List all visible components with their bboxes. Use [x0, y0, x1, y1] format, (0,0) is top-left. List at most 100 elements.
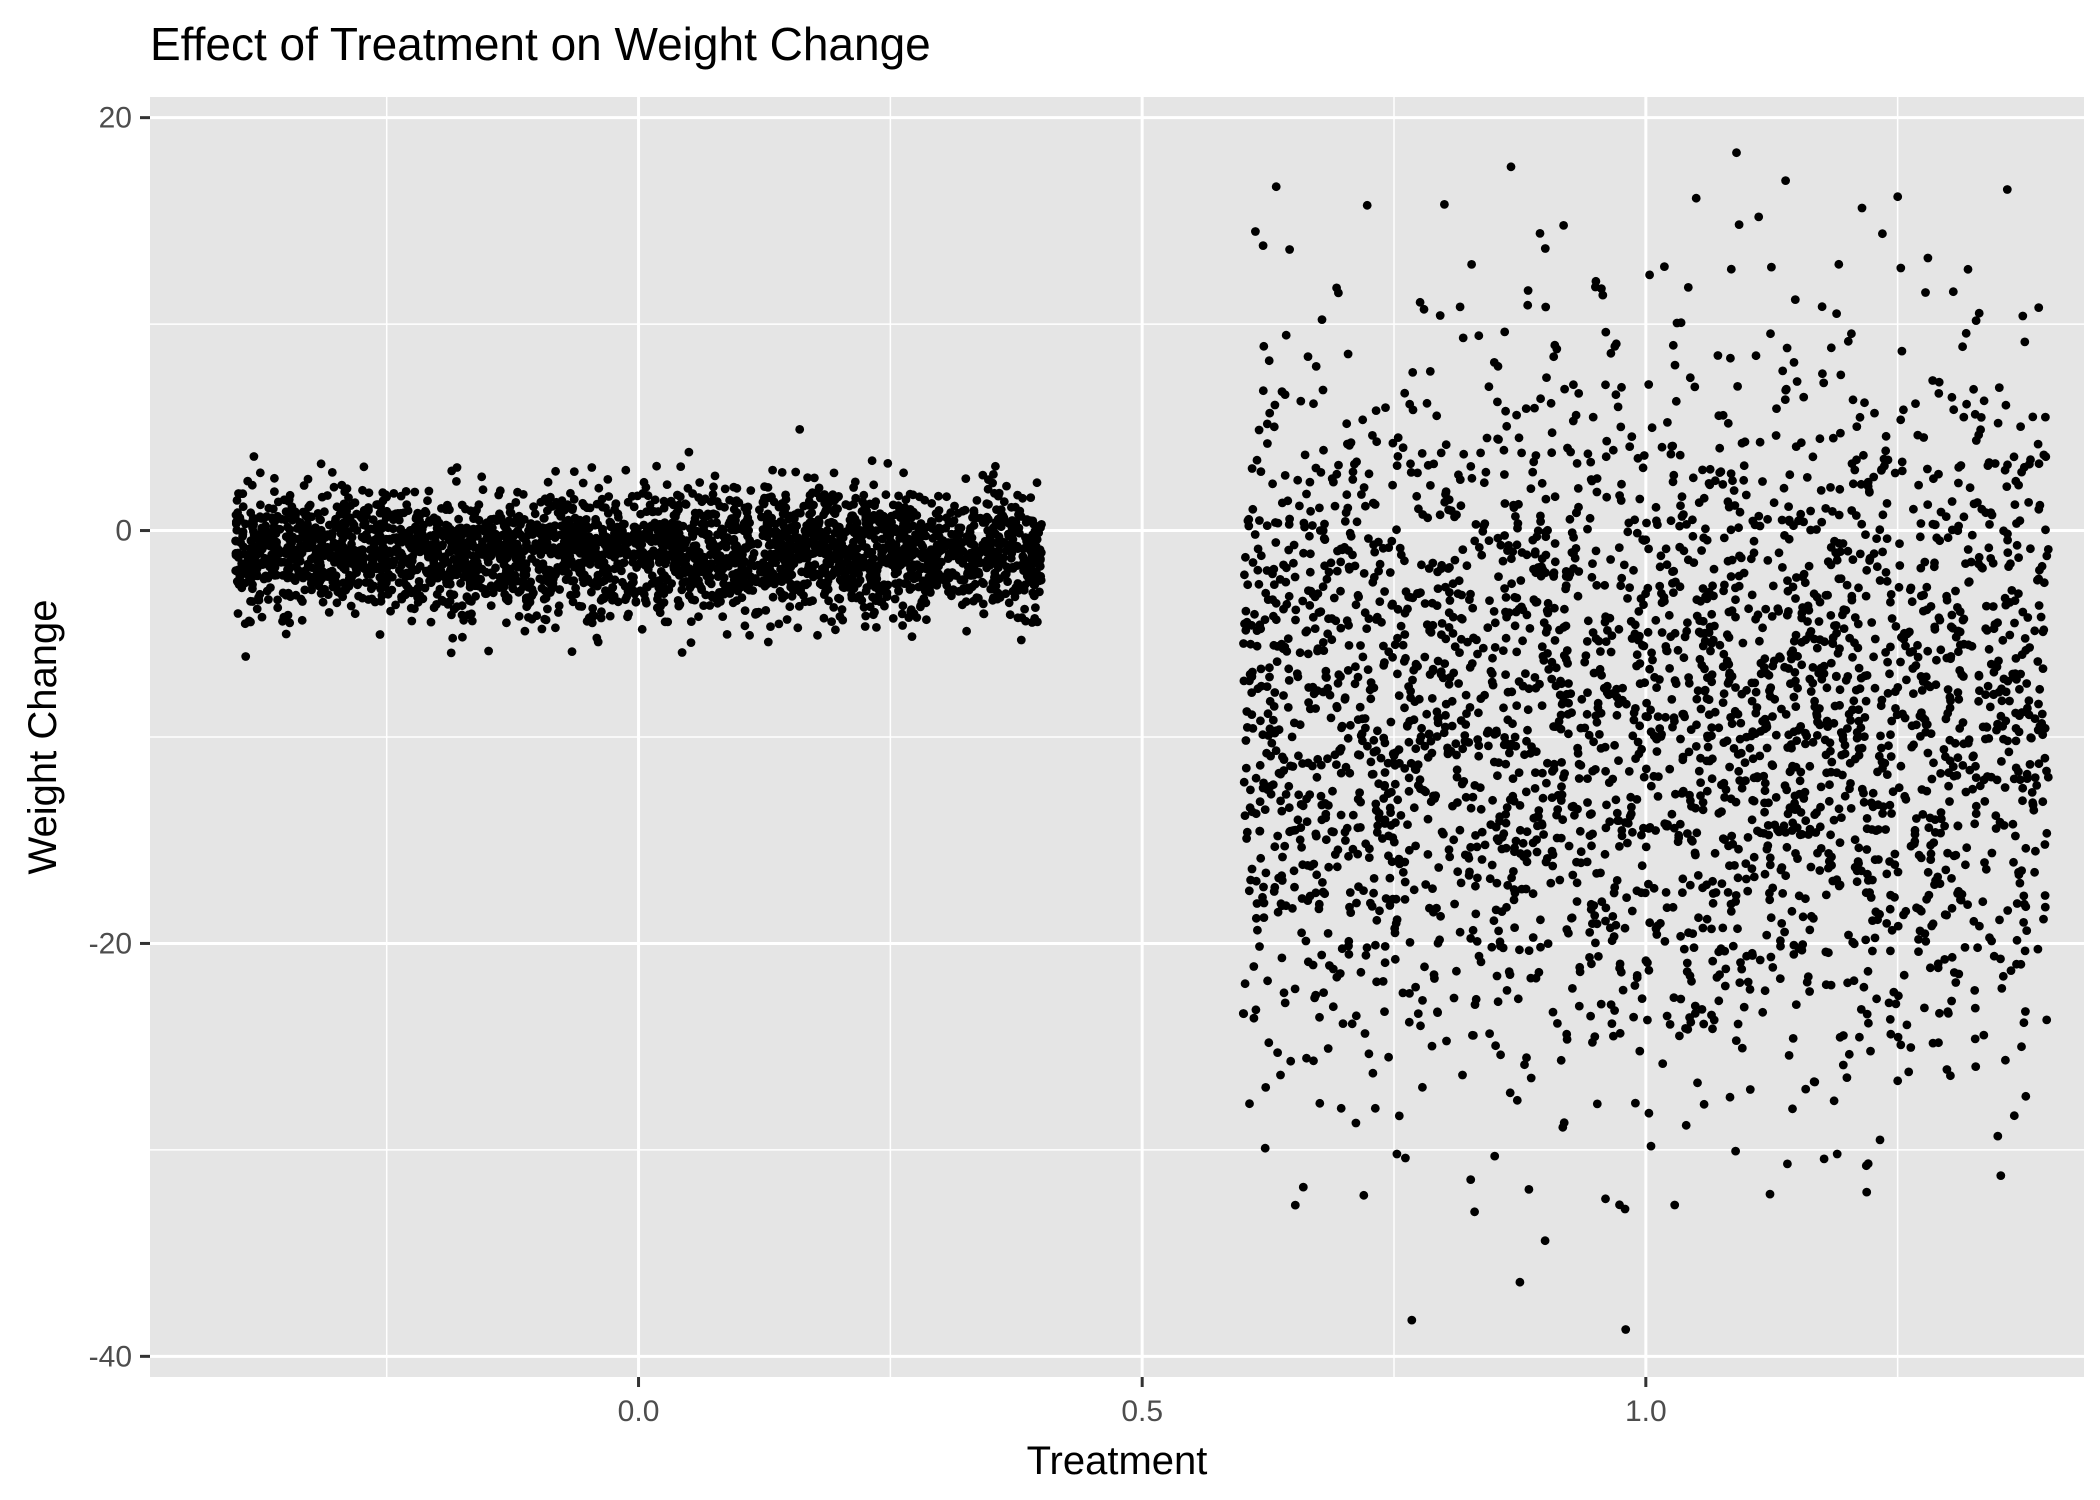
- data-point: [1524, 946, 1534, 955]
- data-point: [1971, 809, 1981, 819]
- data-point: [1964, 578, 1973, 587]
- data-point: [350, 546, 360, 556]
- data-point: [1300, 450, 1310, 460]
- data-point: [2021, 1091, 2031, 1101]
- data-point: [1840, 791, 1850, 801]
- data-point: [1853, 619, 1863, 629]
- data-point: [1619, 560, 1629, 570]
- data-point: [1852, 422, 1862, 431]
- data-point: [1494, 926, 1503, 936]
- data-point: [1305, 477, 1315, 487]
- data-point: [1355, 750, 1365, 760]
- data-point: [1714, 723, 1724, 733]
- data-point: [1835, 685, 1845, 695]
- data-point: [1280, 998, 1290, 1008]
- data-point: [1754, 212, 1764, 222]
- data-point: [1749, 536, 1759, 546]
- data-point: [1247, 464, 1257, 473]
- data-point: [1300, 522, 1309, 532]
- data-point: [963, 551, 973, 561]
- data-point: [1763, 821, 1773, 830]
- data-point: [1575, 826, 1585, 836]
- data-point: [447, 571, 456, 581]
- data-point: [1644, 1108, 1654, 1118]
- data-point: [674, 505, 683, 514]
- data-point: [1838, 610, 1847, 620]
- data-point: [1496, 1050, 1505, 1060]
- data-point: [1427, 748, 1437, 758]
- data-point: [1733, 873, 1743, 883]
- data-point: [1682, 958, 1692, 968]
- data-point: [791, 467, 801, 477]
- data-point: [1315, 503, 1324, 513]
- data-point: [1647, 423, 1657, 433]
- data-point: [1651, 502, 1661, 512]
- data-point: [1660, 262, 1669, 271]
- data-point: [1649, 771, 1659, 781]
- data-point: [1818, 369, 1827, 379]
- data-point: [1453, 867, 1463, 877]
- data-point: [1745, 743, 1755, 753]
- data-point: [700, 494, 710, 504]
- data-point: [256, 500, 265, 510]
- data-point: [1351, 1118, 1361, 1128]
- data-point: [1862, 1187, 1872, 1197]
- data-point: [1271, 182, 1281, 192]
- data-point: [530, 509, 540, 519]
- data-point: [1989, 667, 1999, 677]
- data-point: [303, 522, 312, 532]
- data-point: [1478, 643, 1488, 653]
- data-point: [1855, 549, 1865, 559]
- data-point: [1259, 898, 1269, 908]
- data-point: [1733, 924, 1742, 934]
- data-point: [1556, 710, 1566, 720]
- data-point: [1673, 645, 1683, 655]
- data-point: [634, 541, 644, 551]
- data-point: [1329, 593, 1339, 603]
- data-point: [1720, 835, 1729, 844]
- data-point: [728, 598, 738, 608]
- data-point: [469, 513, 479, 523]
- data-point: [1825, 780, 1834, 790]
- data-point: [1284, 676, 1294, 685]
- data-point: [1297, 894, 1307, 903]
- data-point: [1569, 380, 1578, 390]
- data-point: [1995, 817, 2005, 827]
- data-point: [740, 621, 750, 631]
- data-point: [1434, 863, 1444, 872]
- data-point: [1998, 635, 2008, 645]
- data-point: [808, 596, 817, 606]
- data-point: [1250, 609, 1259, 619]
- data-point: [237, 583, 247, 593]
- data-point: [1657, 589, 1666, 598]
- data-point: [1355, 788, 1364, 797]
- data-point: [527, 591, 537, 601]
- data-point: [406, 553, 416, 563]
- data-point: [1923, 748, 1933, 758]
- data-point: [257, 540, 267, 550]
- data-point: [1677, 492, 1687, 501]
- data-point: [1037, 520, 1046, 529]
- data-point: [934, 513, 944, 523]
- data-point: [271, 516, 280, 525]
- data-point: [631, 597, 641, 607]
- data-point: [1968, 784, 1977, 794]
- data-point: [1695, 616, 1705, 625]
- data-point: [1675, 450, 1685, 460]
- data-point: [1714, 808, 1724, 818]
- data-point: [1418, 1082, 1427, 1092]
- data-point: [1743, 977, 1753, 987]
- data-point: [1480, 840, 1490, 850]
- data-point: [566, 488, 575, 498]
- data-point: [860, 622, 870, 631]
- data-point: [814, 483, 824, 493]
- data-point: [1725, 1092, 1735, 1102]
- data-point: [602, 543, 611, 553]
- data-point: [855, 591, 865, 600]
- data-point: [1265, 696, 1275, 706]
- data-point: [1758, 1007, 1768, 1017]
- data-point: [1609, 1031, 1618, 1041]
- data-point: [2038, 730, 2048, 740]
- data-point: [1635, 1046, 1645, 1056]
- data-point: [1371, 406, 1381, 415]
